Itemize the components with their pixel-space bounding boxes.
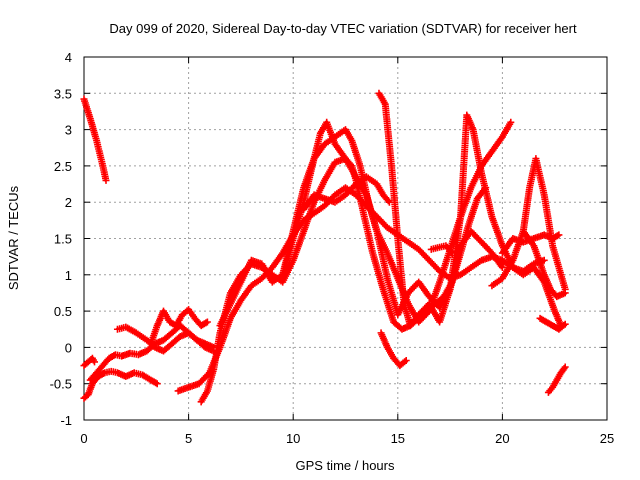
y-tick-label: 0 [65, 340, 72, 355]
y-tick-label: 0.5 [54, 304, 72, 319]
x-tick-label: 25 [600, 431, 614, 446]
marker-path [377, 329, 410, 370]
y-tick-label: 2 [65, 195, 72, 210]
x-axis-label: GPS time / hours [296, 458, 395, 473]
series-arc-12 [375, 89, 565, 330]
plot-frame [83, 56, 608, 421]
chart-title: Day 099 of 2020, Sidereal Day-to-day VTE… [109, 21, 577, 36]
marker-path [80, 95, 110, 184]
marker-path [427, 242, 456, 257]
data-points [80, 89, 569, 406]
series-arc-2 [80, 367, 161, 402]
series-arc-19 [536, 314, 569, 333]
marker-path [519, 227, 569, 301]
x-tick-label: 10 [286, 431, 300, 446]
x-tick-label: 15 [391, 431, 405, 446]
marker-path [80, 354, 98, 370]
y-tick-label: 3 [65, 123, 72, 138]
series-arc-11 [300, 173, 393, 213]
x-tick-label: 5 [185, 431, 192, 446]
series-arc-17 [519, 227, 569, 301]
series-arc-3 [80, 354, 98, 370]
series-arc-1 [80, 95, 110, 184]
series-arc-15 [488, 155, 569, 293]
marker-path [80, 367, 161, 402]
y-tick-label: -0.5 [50, 377, 72, 392]
y-tick-label: 3.5 [54, 86, 72, 101]
marker-path [544, 363, 569, 396]
y-tick-label: 1 [65, 268, 72, 283]
series-arc-13 [377, 329, 410, 370]
y-tick-label: 1.5 [54, 232, 72, 247]
series-arc-6 [147, 306, 211, 348]
marker-path [488, 155, 569, 293]
y-tick-label: -1 [60, 413, 72, 428]
x-tick-label: 20 [495, 431, 509, 446]
y-axis-label: SDTVAR / TECUs [6, 185, 21, 290]
marker-path [300, 173, 393, 213]
y-tick-label: 4 [65, 50, 72, 65]
x-tick-label: 0 [80, 431, 87, 446]
axis-ticks: 0 5 10 15 20 25 -1 -0.5 0 0.5 1 1.5 2 2.5 3 3.5 4 [50, 50, 615, 446]
marker-path [147, 306, 211, 348]
series-arc-18 [544, 363, 569, 396]
marker-path [375, 89, 565, 330]
series-arc-14 [427, 242, 456, 257]
y-tick-label: 2.5 [54, 159, 72, 174]
marker-path [536, 314, 569, 333]
